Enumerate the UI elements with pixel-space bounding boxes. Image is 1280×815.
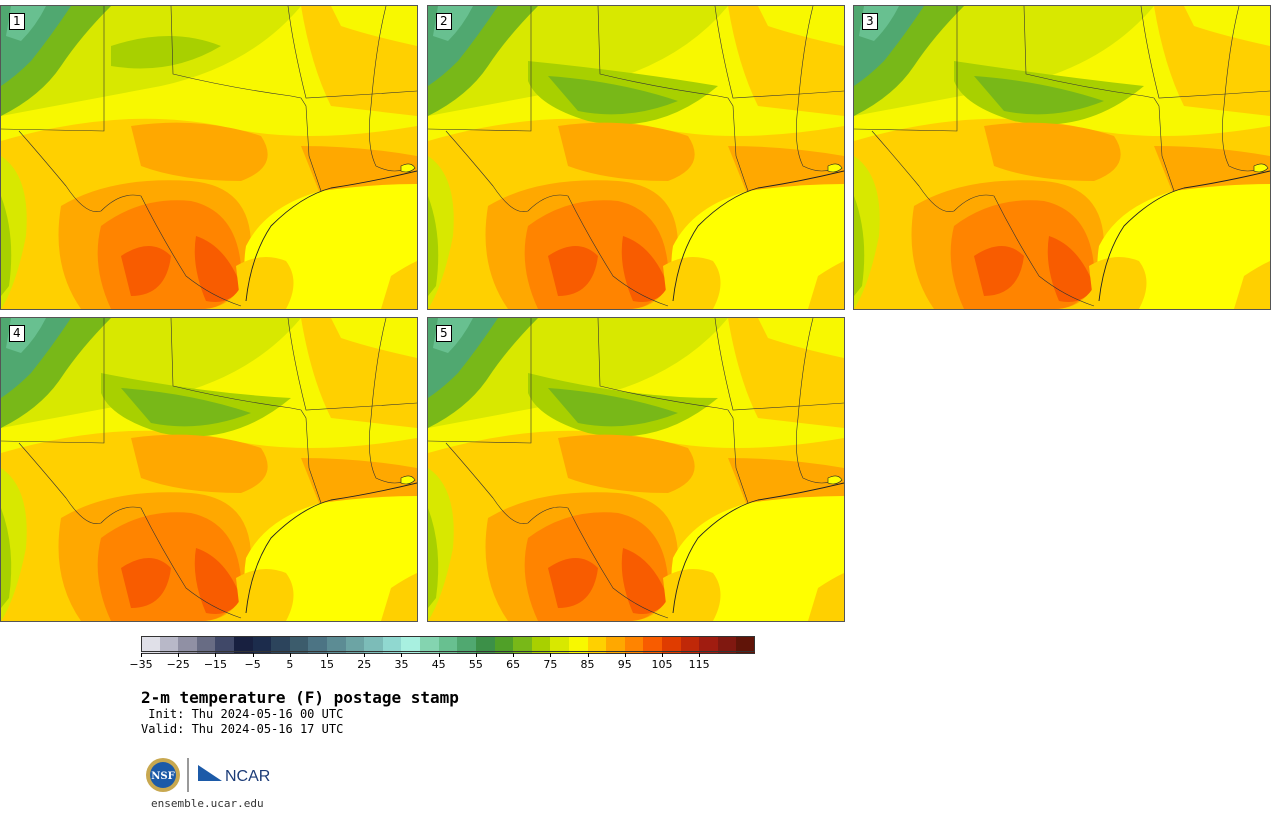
colorbar-tick xyxy=(289,653,291,657)
panel-number: 1 xyxy=(9,13,25,30)
forecast-panel-1: 1 xyxy=(0,5,418,310)
forecast-panel-2: 2 xyxy=(427,5,845,310)
colorbar-tick xyxy=(178,653,180,657)
colorbar-tick xyxy=(475,653,477,657)
forecast-panel-5: 5 xyxy=(427,317,845,622)
colorbar-frame xyxy=(141,636,755,652)
temperature-map xyxy=(1,318,417,621)
temperature-map xyxy=(854,6,1270,309)
colorbar-tick xyxy=(401,653,403,657)
colorbar-tick xyxy=(550,653,552,657)
colorbar-tick xyxy=(438,653,440,657)
panel-number: 4 xyxy=(9,325,25,342)
colorbar-tick-label: 25 xyxy=(357,658,372,671)
panel-number: 2 xyxy=(436,13,452,30)
colorbar-tick-label: −25 xyxy=(166,658,190,671)
colorbar-tick-label: −15 xyxy=(203,658,228,671)
forecast-panel-3: 3 xyxy=(853,5,1271,310)
colorbar-tick-label: 45 xyxy=(431,658,446,671)
map-title: 2-m temperature (F) postage stamp xyxy=(141,688,459,707)
init-time: Init: Thu 2024-05-16 00 UTC xyxy=(141,707,344,721)
colorbar-tick xyxy=(327,653,329,657)
colorbar-tick-label: −5 xyxy=(244,658,261,671)
colorbar-tick-label: 35 xyxy=(394,658,409,671)
colorbar-tick xyxy=(252,653,254,657)
colorbar-tick-label: −35 xyxy=(129,658,153,671)
colorbar-tick xyxy=(699,653,701,657)
ncar-logo-text: NCAR xyxy=(225,768,270,785)
valid-time: Valid: Thu 2024-05-16 17 UTC xyxy=(141,722,344,736)
colorbar-tick xyxy=(215,653,217,657)
colorbar-tick-label: 15 xyxy=(320,658,335,671)
forecast-panel-4: 4 xyxy=(0,317,418,622)
site-url: ensemble.ucar.edu xyxy=(151,797,264,810)
temperature-map xyxy=(428,6,844,309)
colorbar-tick xyxy=(661,653,663,657)
nsf-logo: NSF xyxy=(146,758,180,792)
logos: NSF NCAR xyxy=(145,756,275,794)
colorbar-tick xyxy=(364,653,366,657)
panel-number: 5 xyxy=(436,325,452,342)
colorbar-tick-label: 95 xyxy=(617,658,632,671)
temperature-map xyxy=(428,318,844,621)
colorbar-tick-label: 115 xyxy=(688,658,710,671)
colorbar-tick xyxy=(513,653,515,657)
temperature-map xyxy=(1,6,417,309)
colorbar-tick xyxy=(141,653,142,657)
colorbar-tick-label: 55 xyxy=(468,658,483,671)
colorbar-tick-label: 5 xyxy=(286,658,294,671)
colorbar-tick xyxy=(624,653,626,657)
colorbar-tick-label: 85 xyxy=(580,658,595,671)
ncar-logo: NCAR xyxy=(198,765,270,785)
nsf-logo-text: NSF xyxy=(151,771,174,782)
panel-number: 3 xyxy=(862,13,878,30)
colorbar-tick-label: 105 xyxy=(651,658,673,671)
colorbar-tick-label: 75 xyxy=(543,658,558,671)
colorbar-tick xyxy=(587,653,589,657)
colorbar-tick-label: 65 xyxy=(506,658,521,671)
